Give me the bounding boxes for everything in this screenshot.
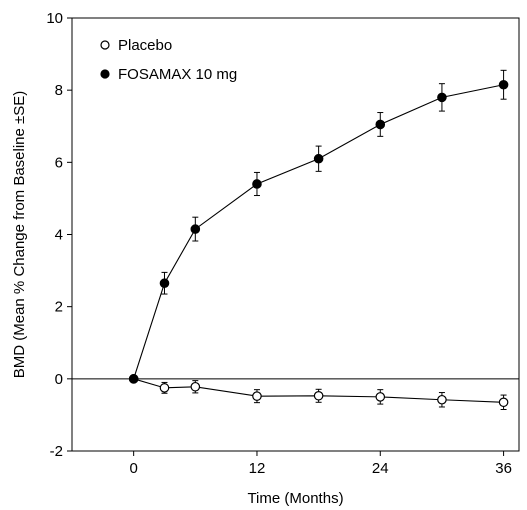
- data-point: [159, 278, 170, 289]
- data-point: [313, 390, 324, 401]
- y-tick-label: -2: [50, 443, 63, 460]
- legend-marker: [100, 69, 110, 79]
- data-point: [437, 92, 447, 103]
- data-point: [128, 374, 139, 384]
- y-tick-label: 2: [55, 299, 63, 316]
- series-placebo: [128, 374, 509, 411]
- y-tick-label: 6: [55, 154, 63, 171]
- x-tick-label: 24: [372, 460, 389, 477]
- y-axis-label: BMD (Mean % Change from Baseline ±SE): [11, 91, 28, 379]
- data-point: [252, 179, 262, 189]
- data-point: [190, 224, 201, 234]
- legend: Placebo FOSAMAX 10 mg: [100, 37, 237, 83]
- legend-label: Placebo: [118, 37, 172, 54]
- data-point: [375, 392, 386, 402]
- data-point: [498, 79, 509, 90]
- data-point: [313, 153, 324, 164]
- y-tick-label: 0: [55, 371, 63, 388]
- y-tick-label: 8: [55, 82, 63, 99]
- data-point: [498, 397, 509, 408]
- series-layer: [128, 69, 509, 411]
- x-axis-label: Time (Months): [247, 490, 343, 507]
- data-point: [190, 381, 201, 392]
- series-fosamax: [128, 69, 509, 384]
- series-line: [133, 84, 504, 380]
- legend-label: FOSAMAX 10 mg: [118, 66, 237, 83]
- data-point: [159, 383, 170, 393]
- data-point: [375, 119, 386, 130]
- data-point: [252, 391, 262, 401]
- y-tick-label: 4: [55, 227, 63, 244]
- x-tick-label: 36: [495, 460, 512, 477]
- legend-marker: [100, 40, 110, 50]
- x-tick-label: 12: [249, 460, 266, 477]
- data-point: [437, 394, 447, 405]
- series-line: [133, 378, 504, 403]
- y-tick-label: 10: [46, 10, 63, 27]
- x-tick-label: 0: [129, 460, 137, 477]
